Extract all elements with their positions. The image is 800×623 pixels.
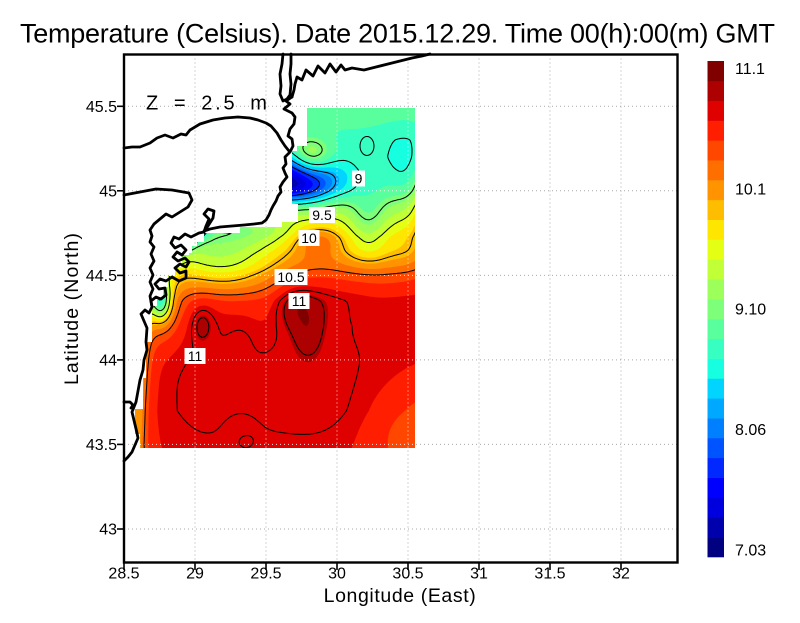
svg-text:10: 10 <box>301 230 317 246</box>
svg-text:7.03: 7.03 <box>735 542 766 559</box>
svg-text:29: 29 <box>186 566 204 583</box>
svg-text:28.5: 28.5 <box>108 566 139 583</box>
svg-text:9.5: 9.5 <box>312 207 332 223</box>
svg-text:10.5: 10.5 <box>277 269 304 285</box>
svg-text:8.06: 8.06 <box>735 422 766 439</box>
svg-text:Temperature (Celsius). Date 20: Temperature (Celsius). Date 2015.12.29. … <box>20 19 775 49</box>
svg-text:31: 31 <box>470 566 488 583</box>
svg-text:45.5: 45.5 <box>86 99 117 116</box>
svg-text:32: 32 <box>612 566 630 583</box>
svg-text:31.5: 31.5 <box>534 566 565 583</box>
svg-text:11.1: 11.1 <box>735 61 765 78</box>
svg-text:9: 9 <box>355 171 363 187</box>
svg-text:30: 30 <box>328 566 346 583</box>
svg-text:9.10: 9.10 <box>735 302 766 319</box>
svg-text:44: 44 <box>99 352 117 369</box>
svg-text:Z = 2.5 m: Z = 2.5 m <box>146 93 270 115</box>
svg-text:29.5: 29.5 <box>250 566 281 583</box>
svg-text:Latitude (North): Latitude (North) <box>61 232 83 385</box>
svg-text:44.5: 44.5 <box>86 268 117 285</box>
svg-text:43.5: 43.5 <box>86 437 117 454</box>
svg-text:11: 11 <box>292 293 307 309</box>
svg-text:10.1: 10.1 <box>735 181 766 198</box>
svg-text:Longitude (East): Longitude (East) <box>324 585 477 607</box>
svg-text:43: 43 <box>99 522 117 539</box>
svg-text:45: 45 <box>99 183 117 200</box>
svg-text:30.5: 30.5 <box>392 566 423 583</box>
svg-text:11: 11 <box>188 348 203 364</box>
